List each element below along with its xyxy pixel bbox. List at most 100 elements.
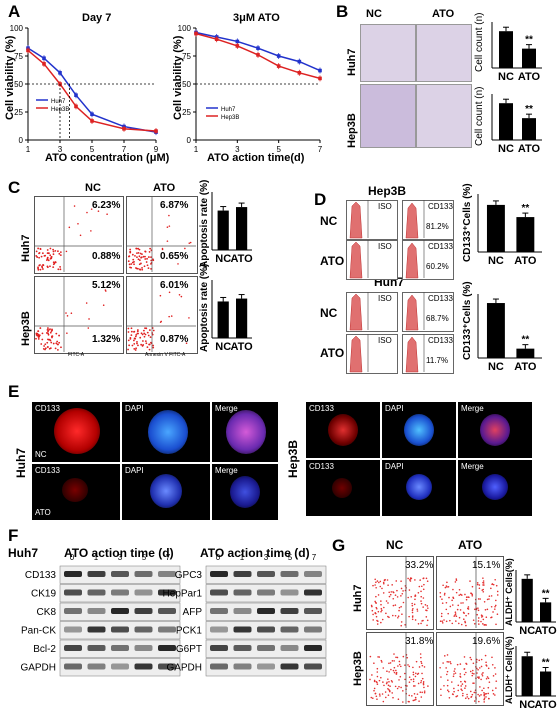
d-iso-4: ISO [378, 336, 392, 345]
event-dot [46, 332, 48, 334]
event-dot [420, 681, 422, 684]
event-dot [380, 659, 383, 662]
event-dot [146, 257, 148, 260]
x-tick-label: NC [215, 253, 231, 265]
event-dot [106, 213, 108, 215]
c-pct-hep3b-nc-bot: 1.32% [92, 334, 121, 345]
event-dot [415, 672, 417, 675]
event-dot [142, 255, 145, 258]
event-dot [392, 604, 395, 607]
event-dot [423, 690, 426, 692]
event-dot [495, 623, 497, 626]
event-dot [486, 608, 489, 611]
invasion-image-huh7-ato [416, 24, 472, 82]
event-dot [481, 589, 484, 591]
event-dot [471, 672, 474, 675]
event-dot [386, 681, 388, 684]
event-dot [408, 676, 411, 678]
g-col-nc: NC [386, 538, 404, 552]
event-dot [471, 595, 474, 597]
event-dot [376, 675, 379, 678]
event-dot [417, 622, 420, 625]
bar-nc [217, 301, 229, 338]
data-point [297, 59, 302, 64]
bar-ato [540, 671, 552, 696]
blot-band [304, 645, 322, 651]
event-dot [473, 622, 476, 625]
event-dot [451, 604, 454, 606]
event-dot [51, 328, 53, 331]
event-dot [420, 660, 422, 663]
panel-label-d: D [314, 190, 327, 209]
event-dot [47, 259, 50, 262]
chart-a2-title: 3μM ATO [233, 12, 280, 24]
x-tick-label: NC [488, 361, 504, 373]
event-dot [134, 335, 137, 338]
event-dot [473, 608, 476, 611]
blot-band [233, 663, 252, 670]
event-dot [492, 693, 495, 695]
event-dot [59, 268, 62, 271]
event-dot [149, 336, 152, 339]
protein-label: Bcl-2 [33, 644, 56, 655]
event-dot [420, 590, 422, 593]
event-dot [394, 604, 397, 606]
event-dot [471, 669, 474, 672]
blot-band [64, 571, 82, 577]
blot-band [233, 645, 252, 651]
event-dot [451, 693, 454, 695]
event-dot [457, 604, 460, 607]
event-dot [129, 251, 132, 254]
event-dot [152, 329, 155, 332]
event-dot [140, 262, 142, 265]
event-dot [381, 587, 383, 590]
event-dot [478, 659, 481, 662]
data-point [58, 71, 62, 75]
bar-nc [521, 656, 533, 696]
event-dot [465, 662, 467, 665]
event-dot [378, 581, 380, 584]
event-dot [414, 685, 416, 687]
protein-label: GAPDH [166, 663, 202, 674]
event-dot [402, 601, 405, 604]
event-dot [189, 241, 192, 244]
event-dot [184, 247, 186, 250]
event-dot [49, 331, 52, 334]
event-dot [408, 694, 411, 697]
event-dot [492, 675, 495, 677]
event-dot [446, 581, 448, 584]
event-dot [400, 624, 403, 627]
fluor-hep3b-ato-merge: Merge [458, 460, 532, 516]
event-dot [398, 663, 401, 666]
event-dot [479, 598, 482, 600]
protein-label: Pan-CK [21, 626, 56, 637]
event-dot [387, 694, 390, 696]
event-dot [476, 583, 479, 586]
bar-ato [236, 298, 248, 338]
event-dot [469, 690, 472, 693]
event-dot [374, 578, 376, 581]
event-dot [138, 259, 141, 262]
event-dot [465, 614, 467, 617]
d-cd133-3: CD133 [428, 294, 453, 303]
event-dot [455, 695, 458, 698]
event-dot [47, 346, 49, 348]
blot-band [158, 663, 176, 670]
event-dot [422, 606, 424, 608]
event-dot [460, 680, 462, 683]
blot-band [280, 608, 299, 614]
event-dot [439, 620, 442, 623]
event-dot [476, 613, 478, 616]
significance-mark: ** [521, 203, 529, 214]
event-dot [413, 699, 416, 701]
x-tick-label: ATO [518, 71, 541, 83]
panel-c-bars: NC ATO NC ATO [211, 192, 253, 353]
event-dot [446, 673, 448, 676]
event-dot [483, 697, 486, 699]
data-point [235, 44, 240, 48]
event-dot [411, 602, 413, 605]
e-row-hep3b: Hep3B [286, 439, 300, 478]
legend-label: Huh7 [51, 99, 66, 105]
event-dot [395, 580, 398, 582]
event-dot [60, 346, 62, 349]
